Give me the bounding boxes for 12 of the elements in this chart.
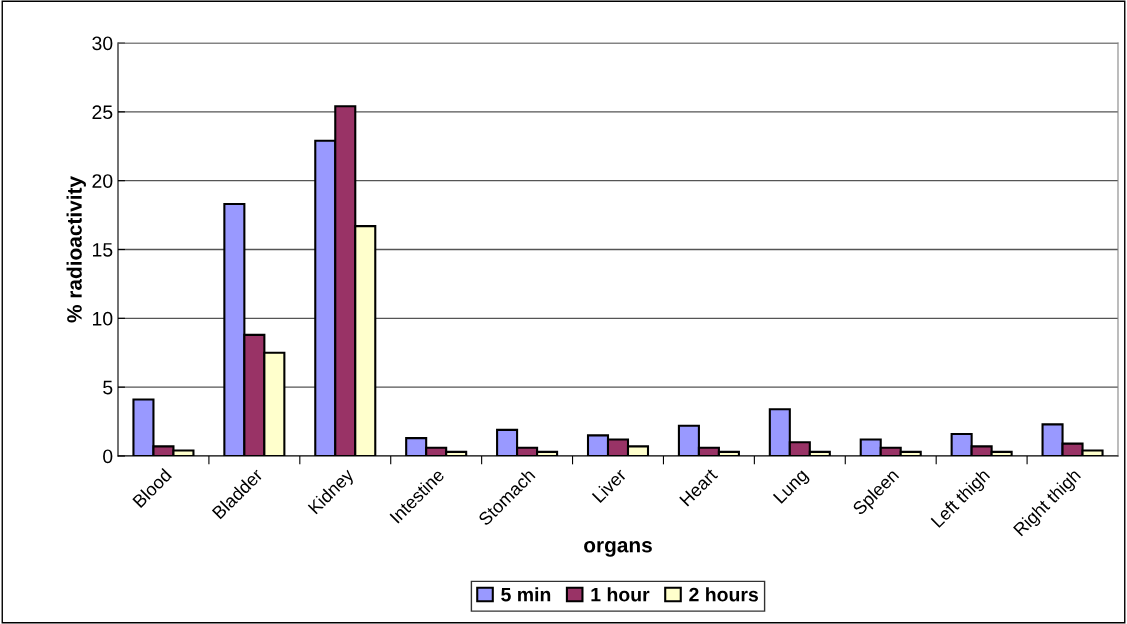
legend-label: 2 hours	[689, 587, 758, 602]
y-axis-title: % radioactivity	[66, 176, 86, 323]
y-tick-label: 15	[93, 243, 113, 257]
legend-label: 1 hour	[591, 587, 650, 602]
legend-label: 5 min	[501, 587, 551, 602]
y-tick-label: 10	[93, 311, 113, 326]
y-tick-label: 25	[92, 105, 113, 120]
y-tick-label: 0	[103, 449, 113, 464]
y-tick-label: 20	[92, 174, 113, 188]
x-axis-title: organs	[584, 541, 652, 557]
y-tick-label: 5	[103, 380, 113, 395]
y-tick-label: 30	[92, 36, 113, 51]
